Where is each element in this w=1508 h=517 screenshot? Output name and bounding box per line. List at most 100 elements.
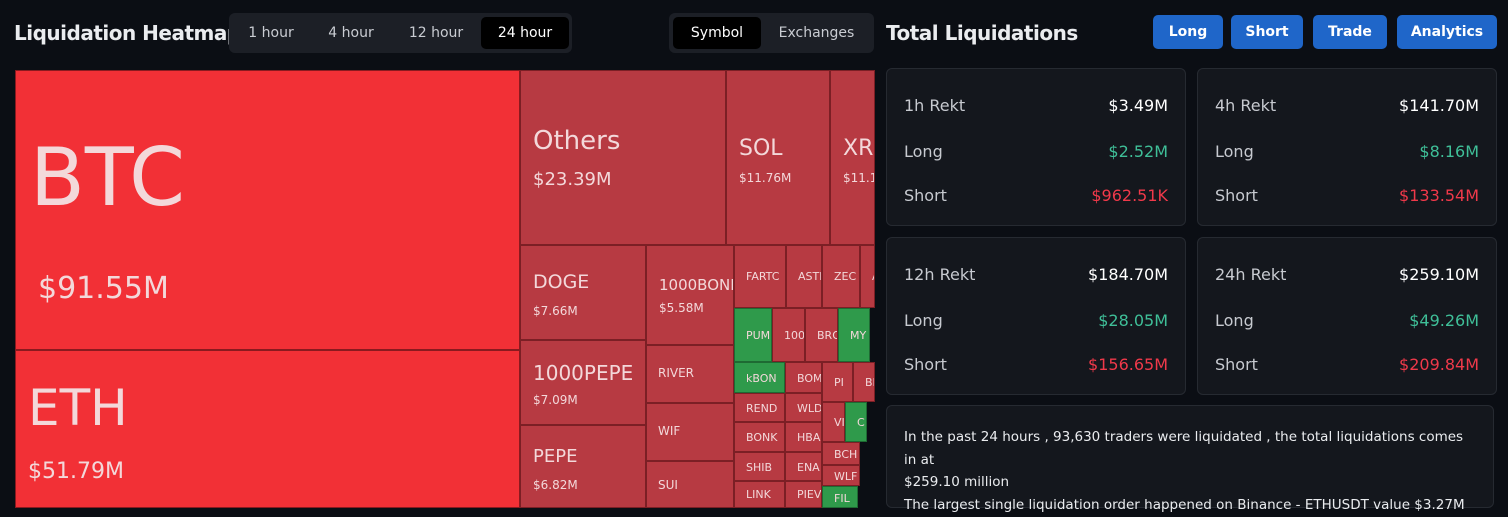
tile-value: $7.09M [533, 393, 578, 407]
tile-label: 1000BONK [659, 276, 734, 294]
tile-label: FARTC [746, 270, 780, 283]
tile: ASTE [786, 245, 822, 308]
tab[interactable]: Exchanges [778, 25, 855, 41]
tile: HBA [785, 422, 822, 452]
tile: WLF [822, 465, 860, 486]
tile: PIEV [785, 481, 822, 508]
tile: C [845, 402, 867, 442]
tile: SHIB [734, 452, 785, 481]
short-value: $156.65M [1088, 355, 1168, 374]
card-total: $3.49M [1108, 96, 1168, 115]
tile-label: BONK [746, 431, 778, 444]
tile-label: PIEV [797, 488, 822, 501]
card-total: $141.70M [1399, 96, 1479, 115]
note-line: $259.10 million [904, 474, 1010, 490]
tab[interactable]: 12 hour [408, 25, 464, 41]
tile-label: 1000PEPE [533, 361, 634, 385]
tile-label: 100 [784, 329, 805, 342]
tile-label: BCH [834, 448, 858, 461]
tile-label: XRI [843, 136, 874, 161]
tile: A [860, 245, 875, 308]
short-label: Short [904, 186, 947, 205]
long-label: Long [904, 311, 943, 330]
short-value: $133.54M [1399, 186, 1479, 205]
tile-label: LINK [746, 488, 771, 501]
button[interactable]: Short [1231, 15, 1303, 49]
tile-label: PI [834, 376, 844, 389]
tile-label: SOL [739, 136, 783, 161]
tile-label: BRO [817, 329, 837, 342]
tile-label: MY [850, 329, 867, 342]
tile: PI [822, 362, 853, 402]
tile-label: FIL [834, 492, 850, 505]
tile: 100 [772, 308, 805, 362]
long-label: Long [904, 142, 943, 161]
card-title: 24h Rekt [1215, 265, 1287, 284]
tile-value: $11.76M [739, 171, 792, 185]
tile-value: $11.1 [843, 171, 875, 185]
tile: kBON [734, 362, 785, 393]
long-value: $2.52M [1108, 142, 1168, 161]
card: 4h Rekt $141.70M Long $8.16M Short $133.54M [1197, 68, 1497, 226]
short-label: Short [1215, 186, 1258, 205]
tile: BCH [822, 442, 860, 465]
tile-value: $7.66M [533, 304, 578, 318]
tile: FIL [822, 486, 858, 508]
tile-label: PUM [746, 329, 771, 342]
tile-label: DOGE [533, 271, 590, 293]
note-line: The largest single liquidation order hap… [904, 496, 1465, 513]
card-title: 1h Rekt [904, 96, 966, 115]
button[interactable]: Analytics [1397, 15, 1497, 49]
card: 24h Rekt $259.10M Long $49.26M Short $209.84M [1197, 237, 1497, 395]
tile-label: ETH [28, 379, 128, 437]
card-total: $184.70M [1088, 265, 1168, 284]
card: 1h Rekt $3.49M Long $2.52M Short $962.51K [886, 68, 1186, 226]
tile: RIVER [646, 345, 734, 403]
long-value: $28.05M [1098, 311, 1168, 330]
tile: BN [853, 362, 875, 402]
tile-value: $23.39M [533, 169, 612, 190]
tile: BONK [734, 422, 785, 452]
tile-label: BTC [30, 131, 185, 224]
button[interactable]: Long [1153, 15, 1223, 49]
tile: LINK [734, 481, 785, 508]
tile: XRI $11.1 [830, 70, 875, 245]
tile-label: WLD [797, 402, 822, 415]
tile-label: kBON [746, 372, 777, 385]
tile-label: ASTE [798, 270, 821, 283]
tile: WLD [785, 393, 822, 422]
tile-label: BOM [797, 372, 822, 385]
long-label: Long [1215, 311, 1254, 330]
tile-value: $6.82M [533, 478, 578, 492]
tile-label: ENA [797, 461, 820, 474]
summary-title: Total Liquidations [886, 21, 1078, 45]
tile-value: $5.58M [659, 301, 704, 315]
tile: BRO [805, 308, 838, 362]
tile: 1000BONK $5.58M [646, 245, 734, 345]
heatmap: BTC $91.55M ETH $51.79M Others $23.39M SOL $11.… [15, 70, 875, 508]
card: 12h Rekt $184.70M Long $28.05M Short $156.65M [886, 237, 1186, 395]
short-label: Short [904, 355, 947, 374]
tab[interactable]: 1 hour [248, 25, 294, 41]
tile-label: ZEC [834, 270, 857, 283]
tab[interactable]: Symbol [673, 17, 761, 49]
tile: SUI [646, 461, 734, 508]
note-line: In the past 24 hours , 93,630 traders we… [904, 429, 1464, 468]
tile: ZEC [822, 245, 860, 308]
view-tabs: Symbol Exchanges [669, 13, 874, 53]
tile: MY [838, 308, 870, 362]
tile: FARTC [734, 245, 786, 308]
tile-label: VI [834, 416, 845, 429]
card-title: 4h Rekt [1215, 96, 1277, 115]
tile: PUM [734, 308, 772, 362]
tab[interactable]: 24 hour [481, 17, 569, 49]
tile: Others $23.39M [520, 70, 726, 245]
card-title: 12h Rekt [904, 265, 976, 284]
long-label: Long [1215, 142, 1254, 161]
tile-value: $91.55M [38, 271, 169, 306]
tab[interactable]: 4 hour [328, 25, 374, 41]
tile: BTC $91.55M [15, 70, 520, 350]
button[interactable]: Trade [1313, 15, 1387, 49]
long-value: $49.26M [1409, 311, 1479, 330]
